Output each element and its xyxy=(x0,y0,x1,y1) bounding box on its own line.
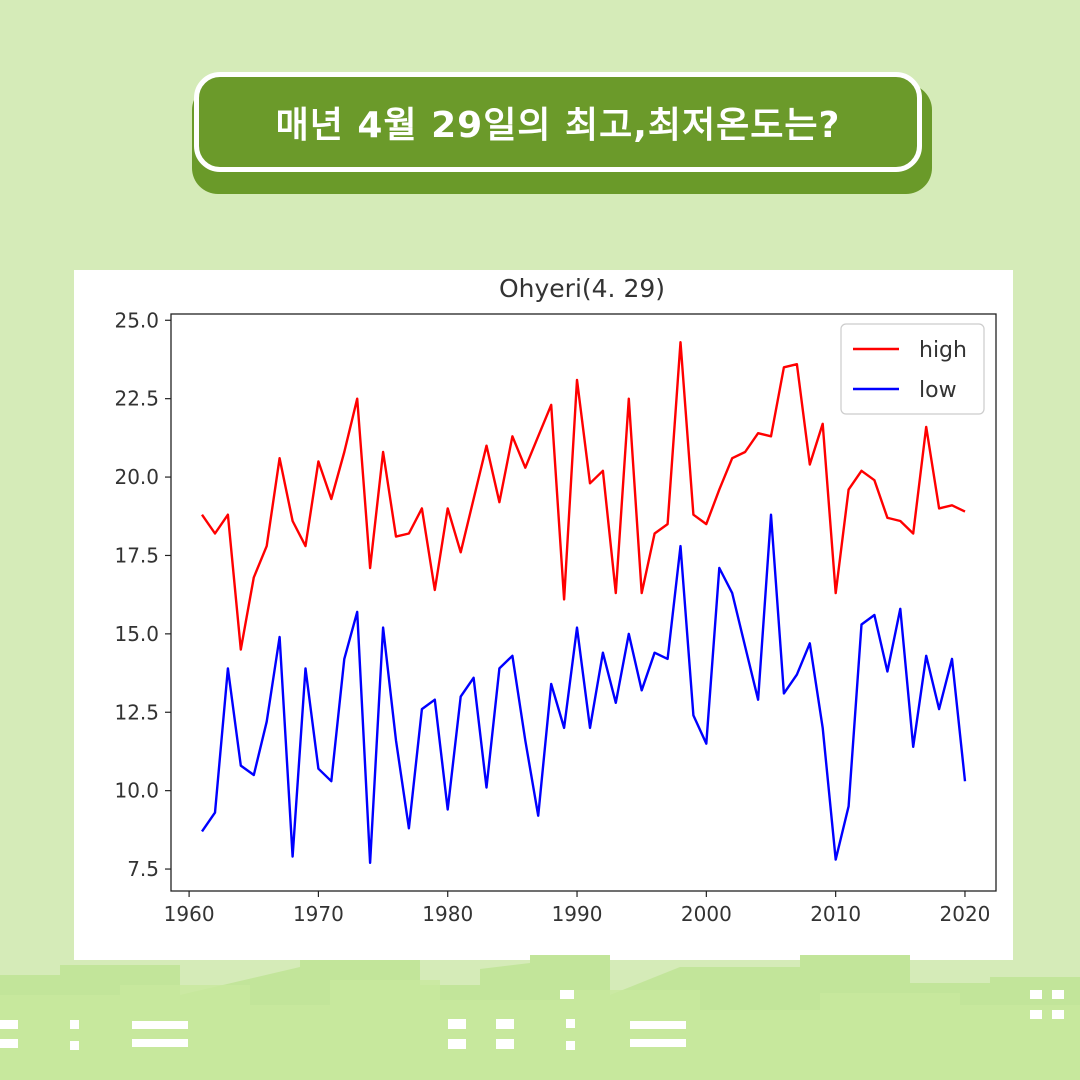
x-tick-label: 2000 xyxy=(681,902,732,926)
chart-card: Ohyeri(4. 29) 1960 1970 1980 1990 2000 2010 20… xyxy=(74,270,1013,960)
y-tick-label: 20.0 xyxy=(114,465,159,489)
city-skyline-decoration xyxy=(0,955,1080,1080)
legend-box xyxy=(840,323,985,415)
y-tick-label: 22.5 xyxy=(114,387,159,411)
x-tick-label: 1990 xyxy=(552,902,603,926)
y-tick-label: 10.0 xyxy=(114,779,159,803)
title-banner: 매년 4월 29일의 최고,최저온도는? xyxy=(194,72,922,172)
y-tick-label: 7.5 xyxy=(127,857,159,881)
plot-frame xyxy=(170,313,997,892)
chart-title: Ohyeri(4. 29) xyxy=(499,274,665,303)
x-tick-label: 1960 xyxy=(164,902,215,926)
x-tick-label: 2020 xyxy=(940,902,991,926)
series-line-high xyxy=(201,340,966,651)
legend-label-low: low xyxy=(919,378,957,403)
line-chart: Ohyeri(4. 29) 1960 1970 1980 1990 2000 2010 20… xyxy=(114,274,997,926)
y-tick-label: 25.0 xyxy=(114,308,159,332)
x-tick-label: 2010 xyxy=(810,902,861,926)
legend-label-high: high xyxy=(919,338,967,363)
y-tick-label: 17.5 xyxy=(114,543,159,567)
y-tick-label: 12.5 xyxy=(114,700,159,724)
x-tick-label: 1980 xyxy=(422,902,473,926)
series-line-low xyxy=(201,513,967,864)
x-tick-label: 1970 xyxy=(293,902,344,926)
banner-title: 매년 4월 29일의 최고,최저온도는? xyxy=(275,105,841,146)
y-tick-label: 15.0 xyxy=(114,622,159,646)
